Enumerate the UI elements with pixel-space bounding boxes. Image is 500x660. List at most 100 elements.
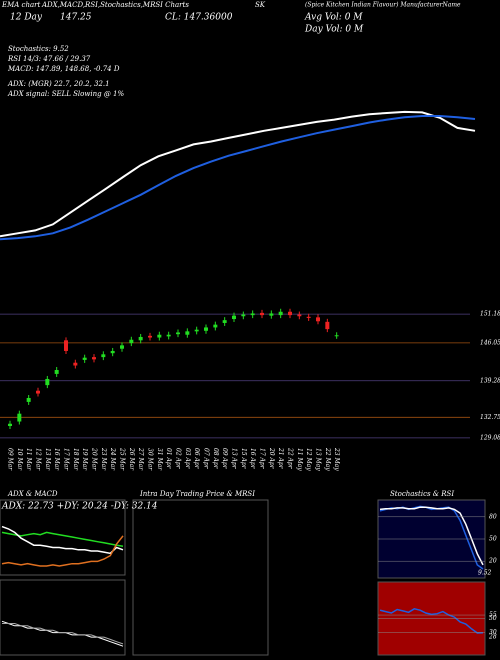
x-tick-label: 09 Apr [221, 448, 228, 470]
header-text: ADX,MACD,RSI,Stochastics,MRSI Charts [41, 1, 189, 9]
candle-body [269, 313, 274, 316]
candle-body [213, 324, 218, 328]
macd-panel [0, 579, 126, 656]
panel-title: Intra Day Trading Price & MRSI [139, 490, 255, 498]
panel-title: Stochastics & RSI [390, 490, 454, 498]
stat-text: RSI 14/3: 47.66 / 29.37 [7, 55, 91, 63]
candle-body [306, 316, 311, 318]
series-line [0, 110, 476, 238]
x-tick-label: 20 Mar [91, 447, 98, 471]
x-tick-label: 24 Mar [109, 447, 116, 471]
candle-body [194, 329, 199, 332]
candle-body [222, 320, 227, 323]
x-tick-label: 26 Mar [128, 447, 135, 471]
header-text: 12 Day [10, 13, 43, 23]
x-tick-label: 06 Apr [193, 448, 200, 470]
candle-body [278, 311, 283, 316]
header-text: CL: 147.36000 [165, 13, 233, 23]
candle-body [17, 413, 22, 422]
y-tick-label: 80 [489, 513, 497, 520]
x-tick-label: 13 May [315, 448, 322, 471]
y-tick-label: 30 [489, 629, 497, 636]
adx-label: ADX: 22.73 +DY: 20.24 -DY: 32.14 [1, 502, 158, 512]
series-line [1, 535, 124, 567]
x-tick-label: 13 Apr [231, 448, 238, 470]
candle-body [204, 327, 208, 331]
candle-body [36, 390, 40, 394]
header-text: Day Vol: 0 M [304, 25, 364, 35]
candle-body [73, 362, 78, 366]
x-tick-label: 12 May [305, 448, 312, 471]
last-label: 9.52 [478, 570, 492, 577]
x-tick-label: 17 Mar [63, 448, 70, 471]
candle-body [157, 334, 162, 338]
stat-text: Stochastics: 9.52 [8, 45, 69, 53]
x-tick-label: 20 Apr [268, 447, 275, 470]
last-label: 28 [488, 634, 497, 641]
x-tick-label: 16 Mar [53, 448, 60, 471]
stat-text: ADX signal: SELL Slowing @ 1% [7, 90, 124, 98]
candle-body [176, 332, 180, 335]
y-tick-label: 151.18a [480, 311, 500, 318]
x-tick-label: 12 Mar [35, 448, 42, 471]
candle-body [316, 317, 320, 322]
x-tick-label: 02 Apr [175, 448, 182, 470]
series-line [379, 505, 484, 570]
candle-body [129, 339, 134, 344]
header-text: 147.25 [60, 13, 92, 23]
y-tick-label: 50 [489, 536, 497, 543]
series-line [379, 607, 484, 634]
candle-body [26, 398, 31, 402]
x-tick-label: 22 Apr [287, 447, 294, 470]
x-tick-label: 09 Mar [7, 448, 14, 471]
header-text: Avg Vol: 0 M [304, 13, 363, 23]
candle-body [232, 315, 236, 320]
x-tick-label: 11 Mar [25, 448, 32, 471]
header-text: SK [255, 1, 266, 9]
candle-body [241, 314, 246, 317]
x-tick-label: 07 Apr [203, 448, 210, 470]
x-tick-label: 13 Mar [44, 448, 51, 471]
y-tick-label: 55 [489, 612, 497, 619]
header-text: (Spice Kitchen Indian Flavour) Manufactu… [305, 2, 461, 9]
intraday-panel [132, 499, 269, 656]
candle-body [325, 321, 330, 330]
x-tick-label: 21 Apr [277, 447, 284, 470]
x-tick-label: 08 Apr [212, 448, 219, 470]
candle-body [110, 350, 115, 354]
candle-body [8, 423, 12, 426]
x-tick-label: 23 Mar [100, 447, 107, 471]
header-text: EMA chart [1, 1, 41, 9]
x-tick-label: 27 Mar [137, 447, 144, 471]
x-tick-label: 10 Mar [16, 448, 23, 471]
x-tick-label: 17 Apr [259, 448, 266, 470]
x-tick-label: 23 May [333, 447, 340, 471]
y-tick-label: 146.05 [480, 339, 500, 346]
series-line [2, 623, 124, 645]
candle-body [92, 357, 96, 360]
stat-text: MACD: 147.89, 148.68, -0.74 D [7, 65, 120, 73]
adx-panel [0, 499, 126, 576]
x-tick-label: 22 May [324, 447, 331, 471]
stat-text: ADX: (MGR) 22.7, 20.2, 32.1 [7, 80, 110, 88]
x-tick-label: 25 Mar [119, 447, 126, 471]
y-tick-label: 129.08 [480, 434, 500, 441]
candle-body [185, 331, 190, 335]
candle-body [297, 314, 302, 317]
candle-body [288, 311, 292, 316]
x-tick-label: 31 Mar [156, 448, 163, 471]
series-line [1, 525, 124, 555]
candle-body [260, 312, 264, 316]
x-tick-label: 11 May [296, 448, 303, 471]
candle-body [334, 335, 339, 337]
y-tick-label: 20 [488, 558, 497, 565]
panel-title: ADX & MACD [7, 490, 58, 498]
candle-body [250, 313, 255, 316]
candle-body [54, 370, 59, 374]
x-tick-label: 15 Apr [240, 448, 247, 470]
x-tick-label: 19 Mar [81, 448, 88, 471]
candle-body [166, 334, 171, 337]
candle-body [64, 340, 68, 351]
candle-body [120, 345, 124, 349]
